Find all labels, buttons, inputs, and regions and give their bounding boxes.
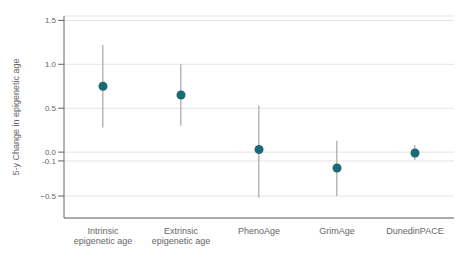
svg-text:5-y Change in epigenetic age: 5-y Change in epigenetic age [11,58,21,175]
svg-text:Extrinsicepigenetic age: Extrinsicepigenetic age [152,226,211,246]
svg-text:DunedinPACE: DunedinPACE [386,226,443,236]
svg-text:0.0: 0.0 [45,148,57,157]
svg-text:0.5: 0.5 [45,104,57,113]
svg-text:1.0: 1.0 [45,60,57,69]
svg-text:−0.5: −0.5 [40,192,56,201]
svg-text:GrimAge: GrimAge [319,226,355,236]
svg-text:PhenoAge: PhenoAge [238,226,280,236]
svg-text:-0.1: -0.1 [42,157,56,166]
svg-text:1.5: 1.5 [45,16,57,25]
svg-text:Intrinsicepigenetic age: Intrinsicepigenetic age [74,226,133,246]
